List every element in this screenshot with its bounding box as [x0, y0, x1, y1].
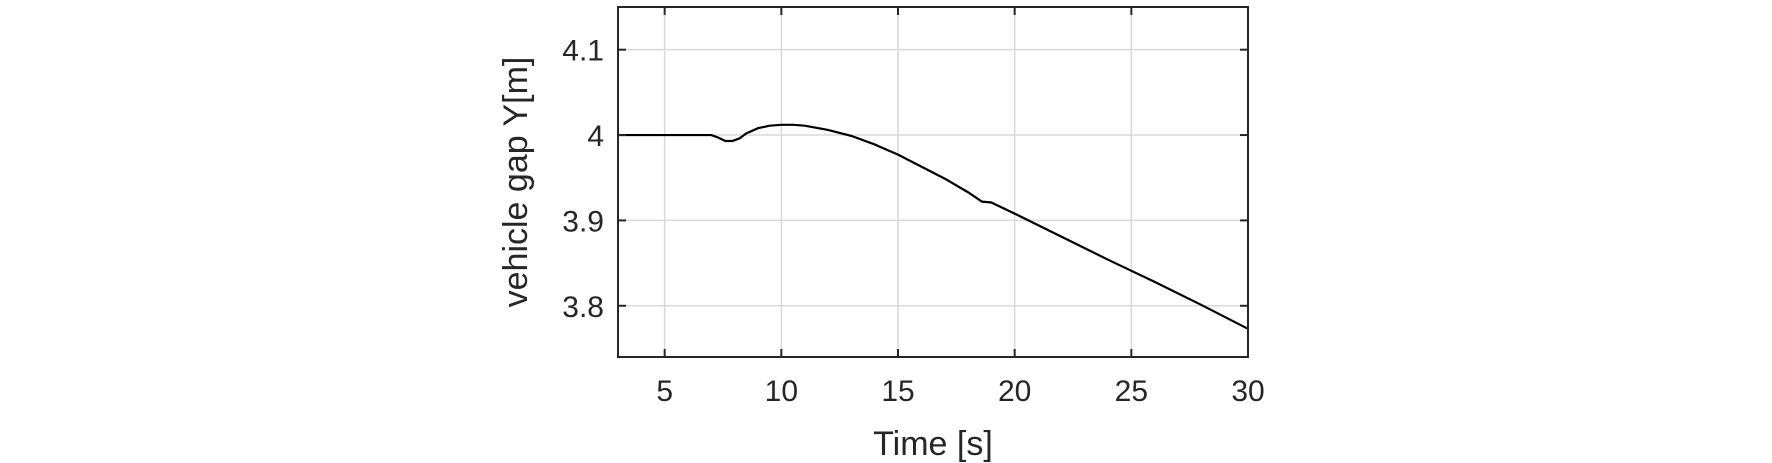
grid	[618, 7, 1249, 357]
y-axis-label: vehicle gap Y[m]	[497, 57, 535, 308]
x-tick-label: 5	[656, 375, 673, 408]
x-tick-label: 20	[998, 375, 1031, 408]
x-tick-label: 10	[765, 375, 798, 408]
y-tick-label: 3.9	[562, 205, 604, 238]
plot-area-frame	[617, 6, 1249, 358]
y-tick-label: 4.1	[562, 35, 604, 68]
y-tick-label: 3.8	[562, 291, 604, 324]
x-axis-label: Time [s]	[873, 425, 993, 463]
series-line	[618, 123, 1249, 330]
x-tick-label: 15	[881, 375, 914, 408]
x-tick-label: 30	[1231, 375, 1264, 408]
x-tick-label: 25	[1115, 375, 1148, 408]
ticks: 5 10 15 20 25 30 3.8 3.9 4 4.1	[562, 7, 1265, 408]
series-layer	[618, 123, 1249, 330]
y-tick-label: 4	[587, 120, 604, 153]
